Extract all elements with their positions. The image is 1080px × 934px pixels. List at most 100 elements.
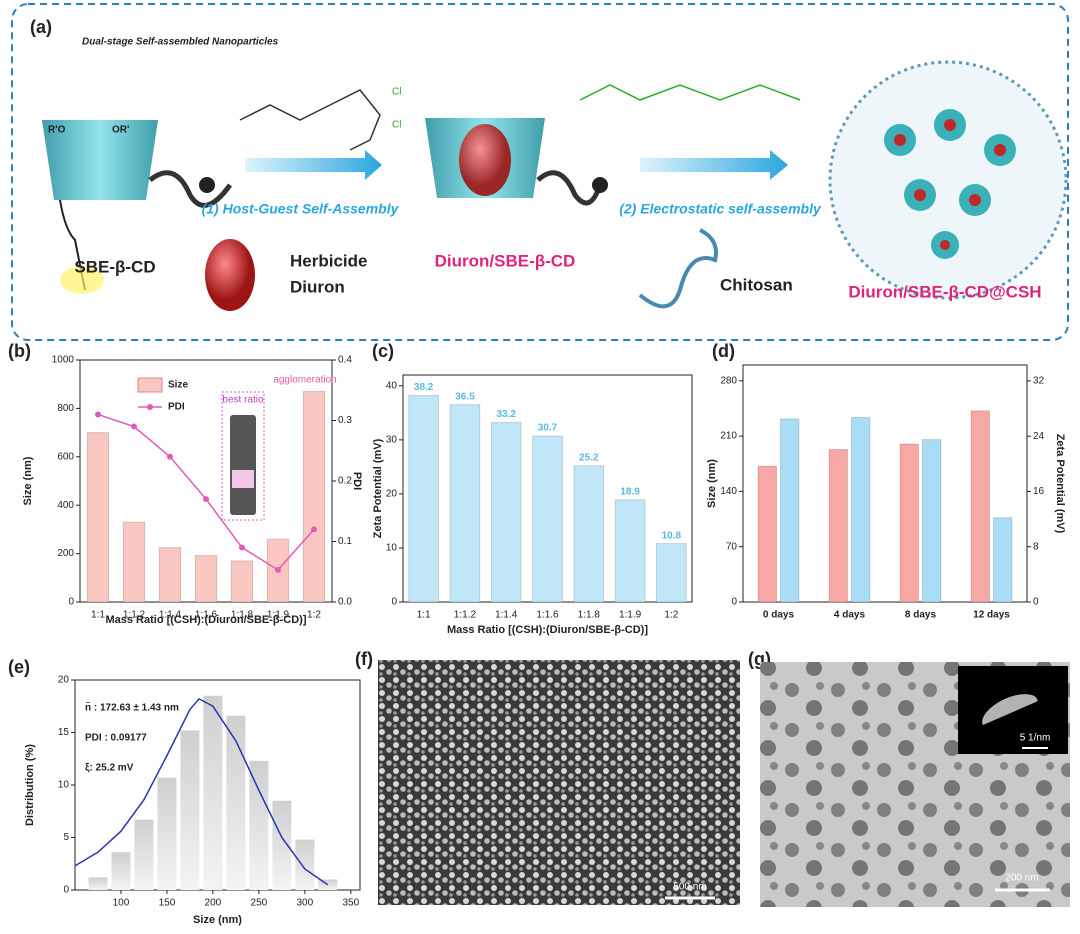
- annotation: ξ: 25.2 mV: [85, 763, 134, 774]
- histogram-bar: [249, 760, 269, 890]
- y-axis-label: Size (nm): [706, 459, 718, 508]
- label: Chitosan: [720, 275, 793, 294]
- y-tick-label: 0: [391, 597, 397, 608]
- bar: [655, 543, 687, 603]
- diuron-icon: [459, 124, 511, 196]
- histogram-bar: [295, 839, 315, 890]
- tail-end: [592, 177, 608, 193]
- y-tick-label: 10: [58, 780, 70, 791]
- pdi-point: [239, 544, 245, 551]
- nanoparticle-cups: [884, 109, 1016, 259]
- y2-tick-label: 16: [1033, 486, 1045, 497]
- x-tick-label: 300: [296, 898, 313, 909]
- x-tick-label: 1:1.9: [267, 610, 290, 621]
- bar: [970, 410, 990, 603]
- x-tick-label: 1:2: [664, 610, 678, 621]
- bar: [993, 517, 1013, 603]
- x-tick-label: 1:1.4: [495, 610, 518, 621]
- x-tick-label: 250: [251, 898, 268, 909]
- histogram-bar: [111, 852, 131, 890]
- legend-label: Size: [168, 380, 188, 391]
- bar: [449, 404, 481, 603]
- annotation: agglomeration: [273, 375, 336, 386]
- chitosan-chain: [638, 228, 718, 309]
- x-tick-label: 350: [342, 898, 359, 909]
- scale-label: 200 nm: [1005, 873, 1038, 884]
- inset-frame: [221, 391, 265, 521]
- beam-stop: [960, 688, 1068, 748]
- bar: [899, 443, 919, 603]
- x-tick-label: 1:1.8: [578, 610, 601, 621]
- x-tick-label: 1:1.2: [123, 610, 146, 621]
- y-tick-label: 20: [386, 489, 398, 500]
- sulfonate: [60, 266, 104, 294]
- x-tick-label: 1:1.2: [454, 610, 477, 621]
- y-tick-label: 30: [386, 434, 398, 445]
- label: SBE-β-CD: [74, 257, 155, 276]
- histogram-bar: [88, 877, 108, 890]
- y-tick-label: 0: [63, 885, 69, 896]
- y2-tick-label: 32: [1033, 376, 1045, 387]
- pdi-point: [167, 453, 173, 460]
- pdi-point: [275, 566, 281, 573]
- x-axis-label: Mass Ratio [(CSH):(Diuron/SBE-β-CD)]: [447, 624, 648, 636]
- value-label: 36.5: [455, 391, 475, 402]
- x-tick-label: 4 days: [834, 610, 866, 621]
- x-tick-label: 150: [159, 898, 176, 909]
- y-axis-label: Zeta Potential (mV): [372, 438, 384, 538]
- legend-swatch: [137, 377, 163, 393]
- diuron-icon: [205, 239, 255, 311]
- chitosan-structure: [579, 84, 801, 101]
- label: Diuron/SBE-β-CD: [435, 251, 576, 270]
- annotation: best ratio: [222, 395, 264, 406]
- y2-axis-label: PDI: [351, 472, 363, 490]
- x-axis-label: Mass Ratio [(CSH):(Diuron/SBE-β-CD)]: [105, 614, 306, 626]
- histogram-bar: [180, 730, 200, 890]
- y-tick-label: 400: [57, 500, 74, 511]
- x-tick-label: 8 days: [905, 610, 937, 621]
- value-label: 30.7: [538, 423, 558, 434]
- bar: [490, 422, 522, 603]
- sulfobutyl-chain: [59, 199, 86, 291]
- y-tick-label: 210: [720, 431, 737, 442]
- legend-label: PDI: [168, 402, 185, 413]
- x-axis-label: Size (nm): [193, 914, 242, 926]
- bar: [922, 439, 942, 603]
- histogram-bar: [134, 819, 154, 890]
- y-tick-label: 5: [63, 832, 69, 843]
- y-axis-label: Distribution (%): [24, 744, 36, 826]
- y2-tick-label: 0: [1033, 597, 1039, 608]
- bar: [532, 435, 563, 603]
- histogram-bar: [272, 800, 292, 890]
- bar: [573, 465, 605, 603]
- chem-label: Cl: [392, 87, 401, 98]
- diuron-structure: [239, 89, 381, 151]
- label: Herbicide: [290, 251, 367, 270]
- x-tick-label: 1:1.6: [536, 610, 559, 621]
- panel-label: (f): [355, 649, 373, 669]
- y-tick-label: 0: [68, 597, 74, 608]
- bar: [828, 449, 848, 603]
- y2-tick-label: 0.3: [338, 415, 352, 426]
- bar: [194, 555, 218, 603]
- annotation: PDI : 0.09177: [85, 733, 147, 744]
- vial: [230, 415, 256, 515]
- pdi-point: [203, 496, 209, 503]
- x-tick-label: 1:2: [307, 610, 321, 621]
- label: Diuron: [290, 277, 345, 296]
- histogram-bar: [226, 715, 246, 890]
- panel-frame: [11, 3, 1069, 341]
- y-tick-label: 280: [720, 375, 737, 386]
- y-tick-label: 1000: [52, 355, 75, 366]
- bar: [122, 521, 146, 603]
- pdi-point: [95, 411, 101, 418]
- bar: [408, 395, 440, 603]
- bar: [230, 560, 254, 603]
- cyclodextrin: [42, 120, 158, 200]
- bar: [86, 432, 110, 603]
- histogram-bar: [157, 777, 177, 890]
- x-tick-label: 1:1: [417, 610, 431, 621]
- y2-tick-label: 0.0: [338, 597, 352, 608]
- y2-tick-label: 8: [1033, 541, 1039, 552]
